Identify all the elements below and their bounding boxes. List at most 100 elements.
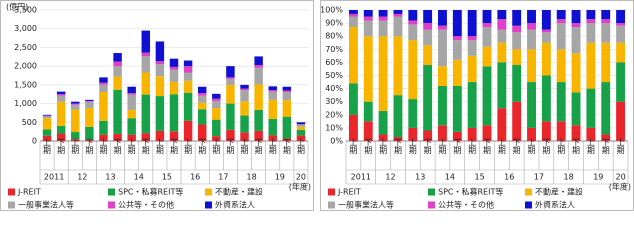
bar-segment bbox=[197, 124, 207, 141]
y-tick-label: 1,500 bbox=[14, 80, 37, 89]
bar-segment bbox=[586, 127, 596, 141]
bar-segment bbox=[586, 42, 596, 89]
x-tick-label: 下期 bbox=[601, 138, 610, 155]
x-tick-label: 下期 bbox=[282, 138, 291, 155]
y-tick-label: 2,000 bbox=[14, 62, 37, 71]
bar-segment bbox=[497, 62, 507, 109]
bar-segment bbox=[183, 66, 193, 73]
bar-segment bbox=[393, 10, 403, 14]
bar-segment bbox=[601, 10, 611, 20]
bar-segment bbox=[571, 27, 581, 54]
bar-segment bbox=[127, 118, 136, 135]
bar-segment bbox=[601, 134, 611, 141]
x-tick-label: 上期 bbox=[155, 138, 164, 155]
legend-swatch bbox=[525, 201, 532, 209]
x-tick-label: 上期 bbox=[616, 138, 625, 155]
x-tick-label: 下期 bbox=[423, 138, 432, 155]
bar-segment bbox=[240, 115, 249, 133]
legend-swatch bbox=[328, 188, 335, 196]
legend-label: SPC・私募REIT等 bbox=[118, 187, 183, 197]
y-tick-label: 3,000 bbox=[14, 24, 37, 33]
x-tick-label: 上期 bbox=[527, 138, 536, 155]
bar-segment bbox=[408, 20, 418, 25]
bar-segment bbox=[56, 94, 66, 96]
x-tick-label: 下期 bbox=[141, 138, 150, 155]
bar-segment bbox=[408, 24, 418, 41]
bar-segment bbox=[467, 127, 477, 141]
bar-segment bbox=[183, 60, 193, 67]
x-tick-label: 上期 bbox=[127, 138, 136, 155]
bar-segment bbox=[601, 19, 611, 24]
bar-segment bbox=[527, 49, 536, 83]
y-tick-label: 100% bbox=[320, 6, 343, 15]
year-label: 15 bbox=[474, 173, 484, 182]
bar-segment bbox=[226, 84, 235, 104]
bar-segment bbox=[497, 19, 507, 30]
bar-segment bbox=[254, 67, 263, 85]
bar-segment bbox=[541, 10, 551, 30]
bar-segment bbox=[452, 131, 462, 141]
x-tick-label: 下期 bbox=[572, 138, 581, 155]
bar-segment bbox=[155, 61, 165, 65]
bar-segment bbox=[240, 101, 249, 116]
bar-segment bbox=[348, 27, 358, 84]
bar-segment bbox=[282, 100, 292, 117]
bar-segment bbox=[616, 23, 626, 26]
bar-segment bbox=[586, 19, 596, 24]
bar-segment bbox=[169, 66, 179, 70]
bar-segment bbox=[423, 45, 433, 66]
x-tick-label: 下期 bbox=[198, 138, 207, 155]
y-tick-label: 0% bbox=[330, 137, 343, 146]
year-label: 19 bbox=[593, 173, 603, 182]
bar-segment bbox=[71, 109, 80, 133]
year-label: 13 bbox=[415, 173, 425, 182]
bar-segment bbox=[212, 108, 221, 120]
x-tick-label: 下期 bbox=[226, 138, 235, 155]
x-tick-label: 下期 bbox=[113, 138, 122, 155]
year-label: 15 bbox=[162, 173, 172, 182]
bar-segment bbox=[197, 109, 207, 125]
bar-segment bbox=[197, 102, 207, 110]
bar-segment bbox=[183, 120, 193, 141]
legend-swatch bbox=[205, 201, 212, 209]
year-label: 12 bbox=[77, 173, 87, 182]
bar-segment bbox=[363, 36, 373, 102]
bar-segment bbox=[512, 101, 522, 141]
bar-segment bbox=[601, 23, 611, 43]
bar-segment bbox=[183, 92, 193, 121]
x-tick-label: 上期 bbox=[184, 138, 193, 155]
bar-segment bbox=[127, 86, 136, 94]
legend-swatch bbox=[8, 188, 15, 196]
bar-segment bbox=[527, 82, 536, 128]
y-axis-label: (億円) bbox=[6, 2, 28, 12]
bar-segment bbox=[282, 91, 292, 101]
bar-segment bbox=[254, 84, 263, 110]
bar-segment bbox=[268, 90, 277, 92]
bar-segment bbox=[85, 100, 94, 102]
bar-segment bbox=[601, 82, 611, 135]
bar-segment bbox=[127, 94, 136, 110]
bar-segment bbox=[363, 101, 373, 122]
bar-segment bbox=[282, 90, 292, 92]
bar-segment bbox=[268, 99, 277, 119]
y-tick-label: 1,000 bbox=[14, 99, 37, 108]
bar-segment bbox=[393, 95, 403, 138]
legend-swatch bbox=[108, 201, 115, 209]
bar-segment bbox=[42, 115, 52, 119]
chart-panel: 0%10%20%30%40%50%60%70%80%90%100%上期 下期 上期下… bbox=[320, 6, 631, 210]
bar-segment bbox=[240, 132, 249, 141]
bar-segment bbox=[467, 36, 477, 41]
y-tick-label: 70% bbox=[325, 45, 343, 54]
bar-segment bbox=[113, 53, 122, 62]
legend-label: J-REIT bbox=[337, 188, 361, 197]
bar-segment bbox=[423, 130, 433, 141]
bar-segment bbox=[601, 42, 611, 83]
bar-segment bbox=[527, 23, 536, 30]
x-tick-label: 上期 bbox=[43, 138, 52, 155]
bar-segment bbox=[467, 55, 477, 83]
bar-segment bbox=[482, 23, 492, 28]
y-tick-label: 60% bbox=[325, 58, 343, 67]
bar-segment bbox=[512, 32, 522, 50]
bar-segment bbox=[141, 56, 151, 73]
x-tick-label: 下期 bbox=[542, 138, 551, 155]
